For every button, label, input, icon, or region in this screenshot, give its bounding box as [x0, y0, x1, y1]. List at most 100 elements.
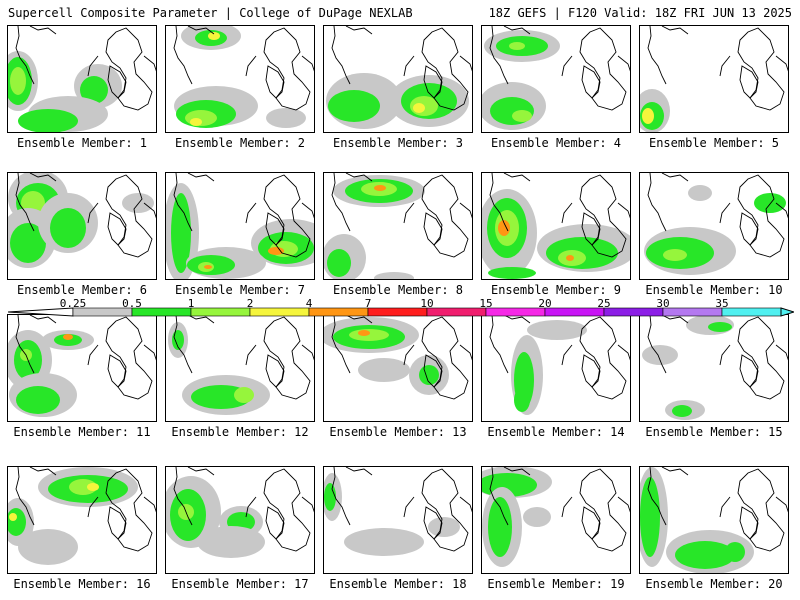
colorbar-swatch	[721, 307, 782, 317]
great-lakes-coastline	[459, 496, 472, 513]
scp-contour-field	[8, 467, 156, 565]
great-lakes-coastline	[105, 468, 153, 552]
great-lakes-coastline	[263, 468, 311, 552]
ensemble-member-map-18	[323, 466, 473, 574]
great-lakes-coastline	[331, 467, 351, 526]
great-lakes-coastline	[459, 202, 472, 219]
scp-contour-area	[344, 528, 424, 556]
scp-contour-area	[527, 320, 587, 340]
great-lakes-coastline	[503, 315, 531, 324]
great-lakes-coastline	[579, 316, 627, 400]
great-lakes-coastline	[187, 26, 215, 35]
ensemble-member-label: Ensemble Member: 7	[174, 283, 306, 297]
ensemble-member-map-20	[639, 466, 789, 574]
ensemble-member-label: Ensemble Member: 16	[13, 577, 151, 591]
great-lakes-coastline	[739, 65, 759, 99]
scp-contour-area	[268, 247, 284, 255]
great-lakes-coastline	[263, 174, 311, 258]
scp-contour-field	[489, 315, 630, 415]
scp-contour-field	[8, 173, 156, 268]
great-lakes-coastline	[739, 212, 759, 246]
colorbar-level-label: 35	[715, 297, 729, 310]
great-lakes-coastline	[503, 26, 531, 35]
great-lakes-coastline	[617, 344, 630, 361]
great-lakes-coastline	[245, 55, 257, 77]
great-lakes-coastline	[617, 55, 630, 72]
great-lakes-coastline	[617, 496, 630, 513]
great-lakes-coastline	[489, 315, 509, 374]
scp-contour-area	[204, 265, 212, 269]
great-lakes-coastline	[15, 315, 35, 374]
scp-contour-area	[512, 110, 532, 122]
great-lakes-coastline	[561, 55, 573, 77]
great-lakes-coastline	[107, 506, 127, 540]
ensemble-member-label: Ensemble Member: 2	[174, 136, 306, 150]
great-lakes-coastline	[143, 202, 156, 219]
great-lakes-coastline	[421, 27, 469, 111]
ensemble-member-label: Ensemble Member: 19	[487, 577, 625, 591]
great-lakes-coastline	[719, 344, 731, 366]
great-lakes-coastline	[561, 202, 573, 224]
ensemble-member-map-17	[165, 466, 315, 574]
great-lakes-coastline	[265, 65, 285, 99]
great-lakes-coastline	[403, 202, 415, 224]
ensemble-member-label: Ensemble Member: 3	[332, 136, 464, 150]
colorbar-level-label: 0.25	[59, 297, 87, 310]
scp-contour-area	[234, 387, 254, 403]
great-lakes-coastline	[561, 496, 573, 518]
great-lakes-coastline	[87, 202, 99, 224]
great-lakes-coastline	[581, 212, 601, 246]
scp-contour-field	[166, 467, 314, 558]
scp-contour-area	[358, 330, 370, 336]
ensemble-member-map-16	[7, 466, 157, 574]
scp-contour-area	[266, 108, 306, 128]
scp-contour-field	[324, 173, 472, 279]
great-lakes-coastline	[105, 174, 153, 258]
colorbar-swatch	[485, 307, 546, 317]
great-lakes-coastline	[421, 316, 469, 400]
ensemble-member-map-15	[639, 314, 789, 422]
ensemble-member-label: Ensemble Member: 17	[171, 577, 309, 591]
ensemble-member-map-7	[165, 172, 315, 280]
great-lakes-coastline	[29, 467, 57, 476]
great-lakes-coastline	[421, 468, 469, 552]
scp-contour-area	[327, 249, 351, 277]
scp-contour-field	[8, 26, 156, 132]
great-lakes-coastline	[579, 468, 627, 552]
scp-contour-area	[171, 193, 191, 273]
scp-contour-area	[509, 42, 525, 50]
great-lakes-coastline	[647, 26, 667, 85]
scp-contour-area	[69, 479, 97, 495]
great-lakes-coastline	[617, 202, 630, 219]
great-lakes-coastline	[173, 467, 193, 526]
scp-contour-area	[172, 330, 184, 350]
great-lakes-coastline	[301, 344, 314, 361]
scp-contour-area	[428, 517, 460, 537]
great-lakes-coastline	[105, 316, 153, 400]
great-lakes-coastline	[403, 496, 415, 518]
great-lakes-coastline	[301, 55, 314, 72]
great-lakes-coastline	[503, 467, 531, 476]
ensemble-member-map-1	[7, 25, 157, 133]
scp-contour-area	[566, 255, 574, 261]
scp-contour-area	[514, 388, 530, 412]
ensemble-member-label: Ensemble Member: 12	[171, 425, 309, 439]
scp-contour-area	[374, 272, 414, 279]
great-lakes-coastline	[647, 467, 667, 526]
scp-contour-area	[374, 185, 386, 191]
scp-contour-area	[10, 223, 46, 263]
scp-contour-field	[324, 315, 472, 400]
great-lakes-coastline	[245, 344, 257, 366]
colorbar-level-label: 15	[479, 297, 493, 310]
scp-contour-field	[326, 26, 472, 129]
great-lakes-coastline	[331, 173, 351, 232]
scp-contour-area	[498, 220, 510, 236]
ensemble-member-map-3	[323, 25, 473, 133]
scp-contour-area	[358, 358, 410, 382]
scp-contour-area	[324, 483, 336, 511]
ensemble-member-map-11	[7, 314, 157, 422]
great-lakes-coastline	[331, 315, 351, 374]
scp-contour-field	[644, 173, 788, 275]
colorbar-level-label: 7	[364, 297, 372, 310]
colorbar-level-label: 2	[246, 297, 254, 310]
